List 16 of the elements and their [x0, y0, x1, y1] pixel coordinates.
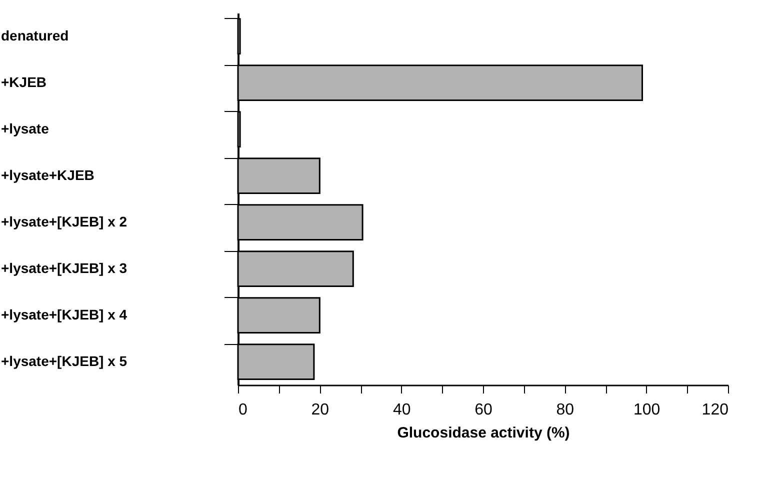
y-tick-label: +lysate+[KJEB] x 3 — [1, 260, 128, 276]
y-tick-label: +KJEB — [1, 74, 47, 90]
x-axis-title: Glucosidase activity (%) — [397, 424, 570, 442]
x-tick-label: 40 — [392, 402, 411, 418]
x-tick-label: 100 — [633, 402, 660, 418]
y-tick-label: +lysate+KJEB — [1, 166, 94, 183]
x-tick-label: 0 — [238, 402, 248, 418]
y-tick-label: +lysate+[KJEB] x 4 — [1, 306, 128, 322]
y-tick-label: +lysate+[KJEB] x 2 — [1, 213, 128, 230]
x-tick-label: 120 — [702, 402, 729, 418]
x-tick-label: 60 — [474, 402, 492, 418]
y-tick-label: +lysate — [1, 120, 50, 136]
x-tick-label: 80 — [556, 402, 574, 418]
y-tick-label: +lysate+[KJEB] x 5 — [1, 352, 128, 369]
x-tick-label: 20 — [311, 402, 330, 418]
y-tick-label: denatured — [1, 27, 69, 44]
